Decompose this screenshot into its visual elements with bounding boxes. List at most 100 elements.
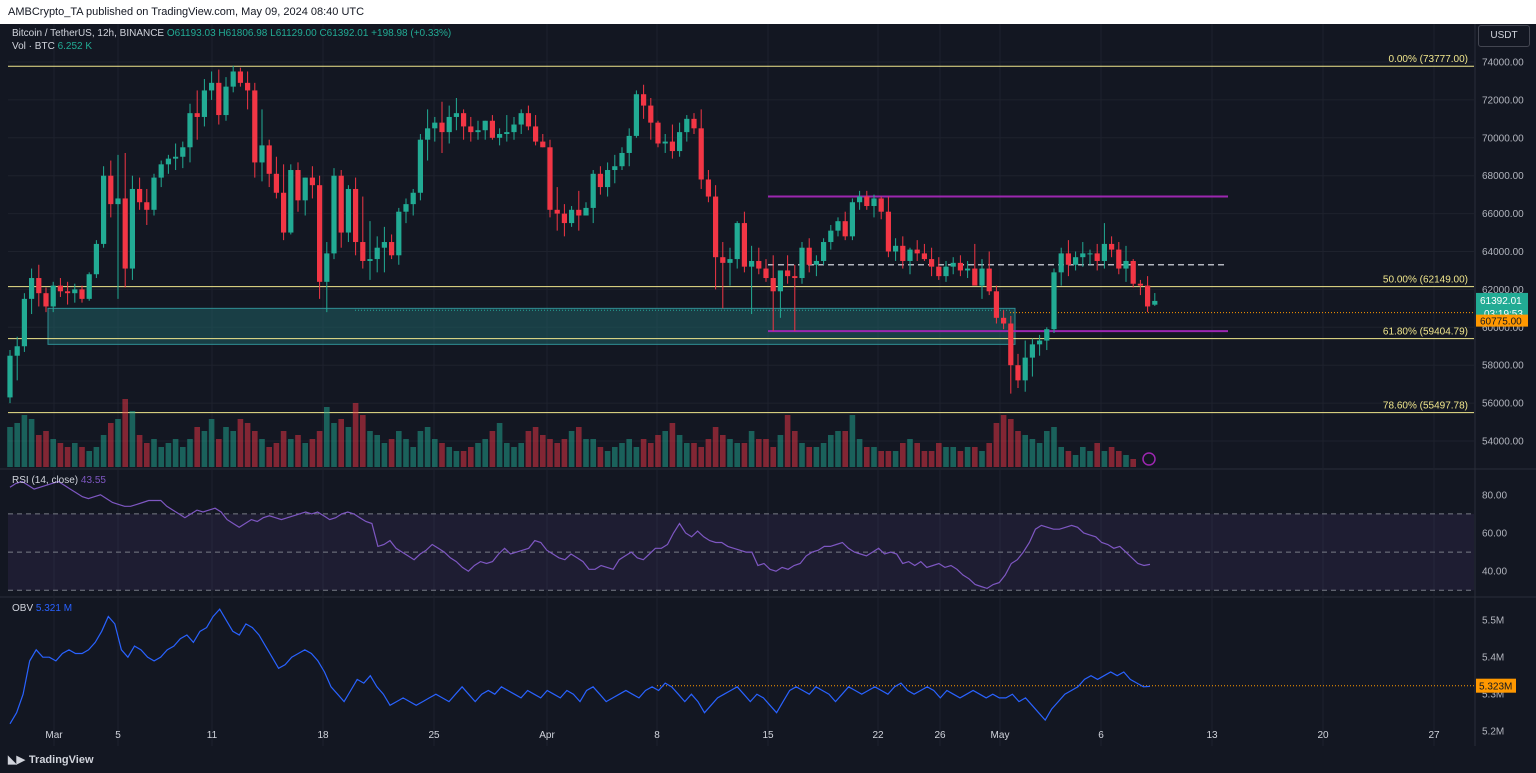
volume-bar [223,427,229,467]
volume-bar [252,431,258,467]
candle-body [1065,253,1071,265]
volume-bar [367,431,373,467]
x-tick-label: 18 [317,730,329,741]
volume-bar [432,439,438,467]
volume-bar [864,447,870,467]
volume-bar [338,419,344,467]
x-tick-label: 25 [428,730,440,741]
candle-body [317,185,323,282]
tradingview-logo[interactable]: ◣▶ TradingView [8,753,94,767]
candle-body [497,134,503,138]
chart-svg[interactable]: 74000.00 72000.00 70000.00 68000.00 66000.00… [0,24,1536,749]
candle-body [1044,329,1050,341]
candle-body [180,147,186,157]
volume-bar [885,451,892,467]
candle-body [403,204,409,212]
volume-legend: Vol · BTC 6.252 K [12,41,92,52]
volume-bar [259,439,265,467]
x-tick-label: 8 [654,730,660,741]
volume-bar [705,439,712,467]
volume-bar [943,447,949,467]
candle-body [597,173,603,188]
volume-bar [21,415,28,467]
candle-body [756,260,762,269]
candle-body [266,145,272,174]
symbol-title: Bitcoin / TetherUS, 12h, BINANCE [12,28,165,39]
candle-body [727,259,733,263]
candle-body [7,355,13,398]
volume-bar [799,443,805,467]
low-value: L61129.00 [270,28,317,39]
candle-body [79,289,85,299]
candle-body [65,291,71,294]
volume-bar [468,447,474,467]
volume-bar [273,443,280,467]
volume-bar [396,431,402,467]
rsi-tick-label: 80.00 [1482,490,1507,501]
volume-bar [936,443,942,467]
candle-body [734,223,740,260]
chart-area[interactable]: 74000.00 72000.00 70000.00 68000.00 66000.00… [0,24,1536,754]
candle-body [835,221,841,231]
candle-body [72,289,78,294]
volume-bar [324,407,330,467]
volume-bar [1072,455,1079,467]
candle-body [345,188,351,233]
candle-body [367,259,373,261]
candle-body [43,293,49,307]
volume-bar [511,447,517,467]
candle-body [900,245,906,261]
volume-bar [43,431,49,467]
candle-body [993,291,999,318]
volume-bar [554,443,560,467]
volume-bar [972,447,978,467]
candle-body [705,179,711,197]
volume-bar [655,435,661,467]
candle-body [432,122,438,129]
candle-body [129,188,135,269]
volume-bar [712,427,719,467]
volume-value: 6.252 K [57,41,93,52]
fib-level-label: 61.80% (59404.79) [1383,327,1468,338]
candle-body [648,105,654,123]
x-tick-label: May [991,730,1010,741]
volume-bar [295,435,301,467]
volume-bar [1015,431,1021,467]
volume-bar [410,447,416,467]
currency-button[interactable]: USDT [1478,25,1530,47]
candle-body [230,71,236,87]
symbol-legend: Bitcoin / TetherUS, 12h, BINANCE O61193.… [12,28,451,39]
volume-bar [237,419,244,467]
volume-bar [1080,447,1086,467]
candle-body [957,262,963,271]
volume-bar [187,439,193,467]
volume-bar [1116,451,1122,467]
volume-bar [151,439,157,467]
volume-bar [345,427,352,467]
candle-body [871,198,877,207]
candle-body [857,196,863,203]
volume-bar [439,443,445,467]
volume-bar [1094,443,1100,467]
candle-body [554,209,560,214]
y-tick-label: 68000.00 [1482,171,1524,182]
candle-body [569,209,575,224]
volume-bar [388,439,395,467]
candle-body [1094,253,1100,261]
y-tick-label: 60000.00 [1482,323,1524,334]
x-tick-label: 22 [872,730,884,741]
volume-bar [194,427,200,467]
level-tag [1476,314,1528,327]
volume-bar [777,435,784,467]
candle-body [223,86,229,116]
candle-body [288,170,294,233]
last-price-label: 61392.01 [1480,296,1522,307]
candle-body [576,209,582,216]
volume-bar [1101,451,1108,467]
volume-bar [669,423,676,467]
candle-body [885,211,891,252]
volume-bar [72,443,78,467]
volume-bar [604,451,611,467]
candle-body [619,152,625,167]
volume-bar [568,431,575,467]
